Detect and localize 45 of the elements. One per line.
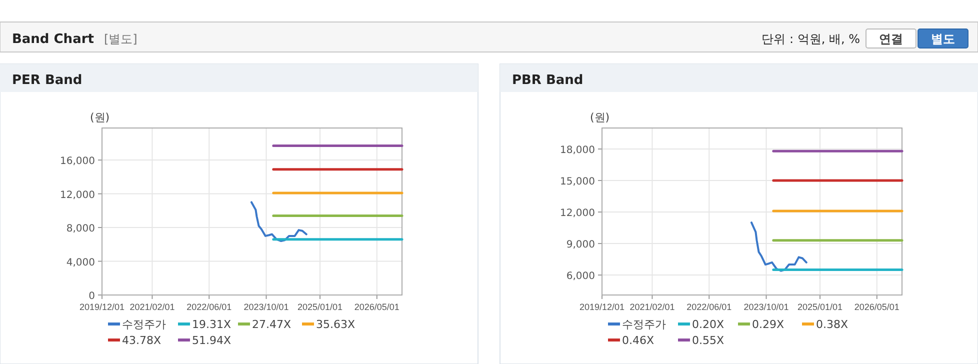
text: 별도: [931, 32, 955, 46]
legend-label: 35.63X: [316, 318, 356, 331]
text: 단위 : 억원, 배, %: [762, 32, 860, 46]
legend-label: 19.31X: [192, 318, 232, 331]
x-tick-label: 2025/01/01: [297, 302, 343, 312]
y-tick-label: 0: [88, 291, 95, 302]
y-tick-label: 8,000: [66, 224, 95, 235]
legend-label: 27.47X: [252, 318, 292, 331]
x-tick-label: 2025/01/01: [797, 302, 843, 312]
x-tick-label: 2023/10/01: [244, 302, 289, 312]
y-tick-label: 4,000: [66, 257, 95, 268]
text: [별도]: [104, 32, 138, 46]
y-axis-title: (원): [90, 111, 110, 124]
legend-label: 0.29X: [752, 318, 784, 331]
legend-label: 수정주가: [622, 318, 666, 331]
x-tick-label: 2021/02/01: [130, 302, 175, 312]
x-tick-label: 2026/05/01: [854, 302, 900, 312]
line-series: [750, 222, 808, 272]
x-tick-label: 2026/05/01: [354, 302, 400, 312]
legend-label: 51.94X: [192, 334, 232, 347]
legend-label: 수정주가: [122, 318, 166, 331]
chart-title: PER Band: [12, 73, 82, 88]
y-tick-label: 16,000: [60, 156, 95, 168]
legend-label: 43.78X: [122, 334, 162, 347]
line-series: [250, 201, 308, 242]
x-tick-label: 2021/02/01: [630, 302, 675, 312]
y-axis-title: (원): [590, 111, 610, 124]
y-tick-label: 9,000: [566, 240, 595, 251]
text: Band Chart: [12, 32, 94, 47]
x-tick-label: 2019/12/01: [79, 302, 125, 312]
x-tick-label: 2019/12/01: [579, 302, 625, 312]
x-tick-label: 2022/06/01: [186, 302, 232, 312]
legend-label: 0.55X: [692, 334, 724, 347]
y-tick-label: 15,000: [560, 176, 595, 188]
x-tick-label: 2023/10/01: [744, 302, 789, 312]
y-tick-label: 6,000: [566, 271, 595, 282]
x-tick-label: 2022/06/01: [686, 302, 732, 312]
text: 연결: [879, 32, 903, 46]
y-tick-label: 18,000: [560, 145, 595, 156]
chart-title: PBR Band: [512, 73, 584, 88]
legend-label: 0.20X: [692, 318, 724, 331]
legend-label: 0.38X: [816, 318, 848, 331]
legend-label: 0.46X: [622, 334, 654, 347]
y-tick-label: 12,000: [560, 208, 595, 220]
y-tick-label: 12,000: [60, 190, 95, 201]
